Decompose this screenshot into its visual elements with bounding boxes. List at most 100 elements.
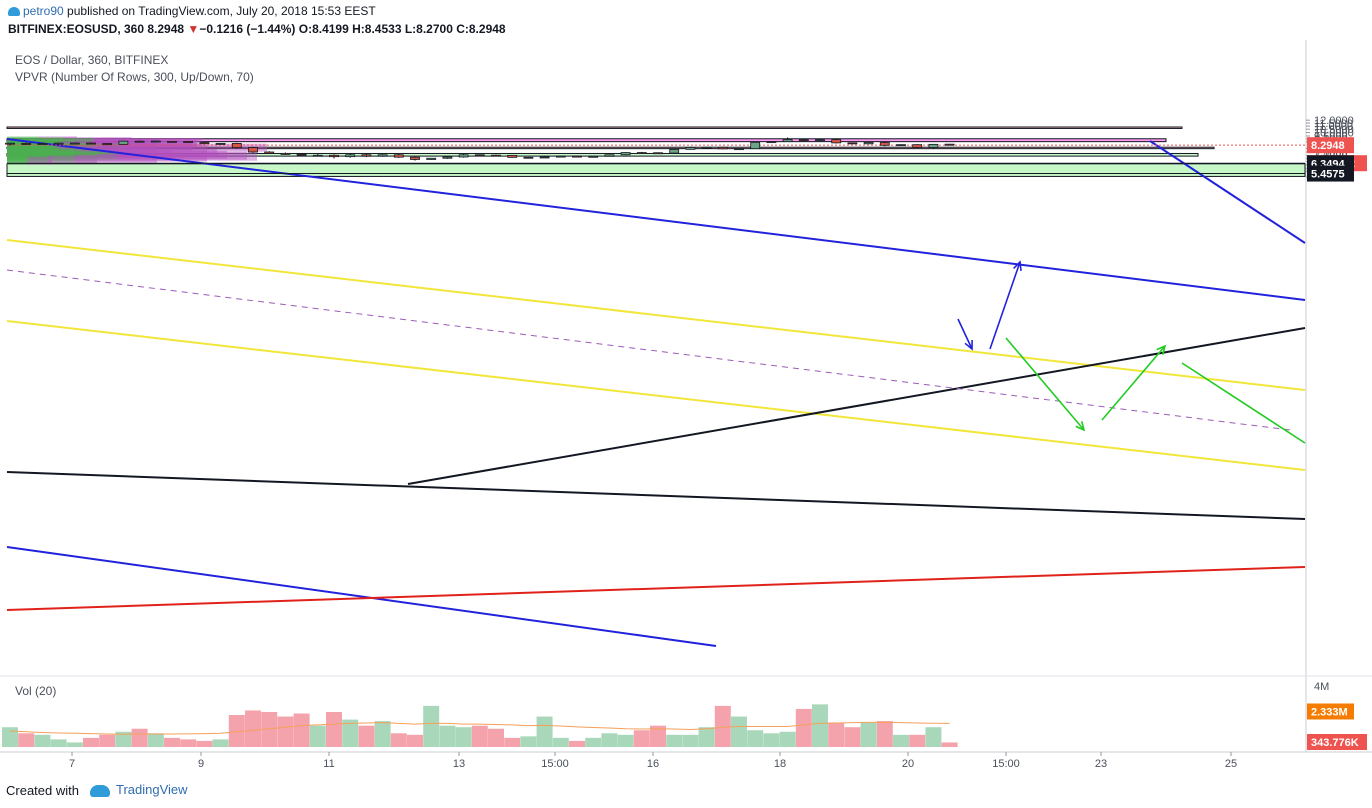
- down-arrow-icon: ▼: [187, 22, 200, 36]
- candle-body: [685, 147, 696, 150]
- forecast-path: [1005, 337, 1085, 431]
- price-tick-label: 10.5000: [1314, 124, 1354, 136]
- vpvr-row-up: [7, 138, 93, 147]
- trendline: [1149, 140, 1306, 244]
- volume-bar: [714, 705, 731, 747]
- time-tick-label: 9: [198, 758, 204, 770]
- vpvr-row-down: [106, 150, 227, 159]
- candle-body: [604, 154, 615, 157]
- vpvr-row-up: [7, 148, 75, 157]
- vpvr-row-down: [63, 137, 132, 146]
- volume-bar: [326, 711, 342, 747]
- volume-bar: [390, 733, 407, 747]
- volume-legend[interactable]: Vol (20): [15, 684, 57, 698]
- vpvr-row-down: [101, 148, 217, 157]
- candle-body: [442, 156, 453, 159]
- chart-area[interactable]: 12.0000 11.5000 11.0000 10.5000 10.0000 9.500…: [0, 40, 1372, 780]
- vpvr-row-up: [7, 153, 97, 162]
- vpvr-row-down: [90, 142, 192, 151]
- candle-body: [167, 140, 177, 143]
- candle-body: [296, 153, 307, 156]
- volume-bar: [504, 737, 521, 747]
- vpvr-row-up: [7, 137, 95, 146]
- candle-body: [458, 154, 469, 158]
- high-value: H:8.4533: [352, 22, 402, 36]
- publisher-name[interactable]: petro90: [23, 4, 64, 18]
- volume-bar: [212, 739, 229, 747]
- vpvr-row-down: [58, 147, 122, 156]
- forecast-path: [957, 318, 973, 350]
- volume-bar: [99, 734, 116, 747]
- volume-bar: [374, 721, 391, 747]
- time-tick-label: 20: [902, 758, 914, 770]
- zone-rect: [6, 146, 1215, 150]
- vpvr-row-up: [7, 156, 28, 165]
- time-tick-label: 25: [1225, 758, 1237, 770]
- volume-bar: [164, 737, 180, 747]
- candle-body: [782, 139, 793, 143]
- volume-bar: [601, 733, 618, 747]
- vpvr-row-up: [7, 154, 75, 163]
- vpvr-row-up: [7, 144, 97, 153]
- vpvr-row-up: [7, 155, 48, 164]
- volume-bar: [747, 730, 764, 747]
- arrow-head-icon: [1075, 421, 1086, 432]
- volume-bar: [115, 731, 132, 747]
- candle-body: [86, 142, 96, 145]
- volume-bar: [633, 730, 650, 747]
- volume-bar: [309, 725, 326, 747]
- symbol-legend[interactable]: EOS / Dollar, 360, BITFINEX: [15, 53, 169, 67]
- volume-bar: [277, 716, 294, 747]
- price-tick-label: 12.0000: [1314, 115, 1354, 127]
- candle-body: [669, 148, 680, 154]
- chart-canvas[interactable]: 12.000011.500011.000010.500010.00009.500…: [0, 40, 1372, 780]
- vpvr-row-up: [7, 146, 55, 155]
- vpvr-row-down: [92, 140, 197, 149]
- zone-rect: [6, 163, 1306, 177]
- volume-bar: [2, 727, 18, 747]
- price-change: −0.1216 (−1.44%): [199, 22, 296, 36]
- vpvr-row-up: [7, 141, 57, 150]
- tradingview-cloud-icon: [90, 784, 110, 797]
- candle-body: [21, 142, 32, 145]
- volume-bar: [131, 728, 148, 747]
- volume-bar: [876, 721, 893, 747]
- time-tick-label: 7: [69, 758, 75, 770]
- candle-body: [474, 154, 485, 157]
- candle-body: [555, 155, 566, 158]
- forecast-path: [1101, 345, 1166, 421]
- volume-bar: [358, 725, 375, 747]
- symbol-info-line: BITFINEX:EOSUSD, 360 8.2948 ▼−0.1216 (−1…: [8, 22, 506, 36]
- volume-bar: [407, 734, 423, 747]
- zone-rect: [6, 138, 1167, 143]
- trendline: [6, 239, 1306, 391]
- candle-body: [215, 142, 226, 145]
- volume-bar: [698, 727, 715, 747]
- zone-rect: [6, 126, 1183, 129]
- volume-badge: [1307, 703, 1354, 720]
- candle-body: [37, 143, 48, 145]
- indicator-legend[interactable]: VPVR (Number Of Rows, 300, Up/Down, 70): [15, 70, 254, 84]
- vpvr-row-up: [7, 137, 64, 146]
- volume-bar: [245, 710, 261, 747]
- publish-info-line: petro90 published on TradingView.com, Ju…: [8, 4, 376, 18]
- price-badge: [1307, 165, 1354, 182]
- tradingview-brand[interactable]: TradingView: [90, 782, 188, 797]
- candle-body: [896, 144, 906, 147]
- volume-bar: [941, 742, 958, 747]
- volume-bar: [147, 733, 164, 747]
- vpvr-row-down: [92, 138, 197, 147]
- price-tick-label: 11.5000: [1314, 118, 1353, 130]
- volume-badge: [1307, 734, 1367, 750]
- volume-bar: [909, 734, 926, 747]
- vpvr-row-up: [7, 151, 115, 160]
- candle-body: [134, 140, 145, 143]
- candle-body: [863, 142, 874, 145]
- candle-body: [831, 139, 842, 144]
- candle-body: [329, 154, 339, 158]
- last-price: 8.2948: [147, 22, 185, 36]
- candle-body: [248, 147, 258, 153]
- candle-body: [539, 156, 550, 159]
- price-badge-label: 5.4575: [1311, 169, 1345, 181]
- symbol-line: BITFINEX:EOSUSD, 360: [8, 22, 145, 36]
